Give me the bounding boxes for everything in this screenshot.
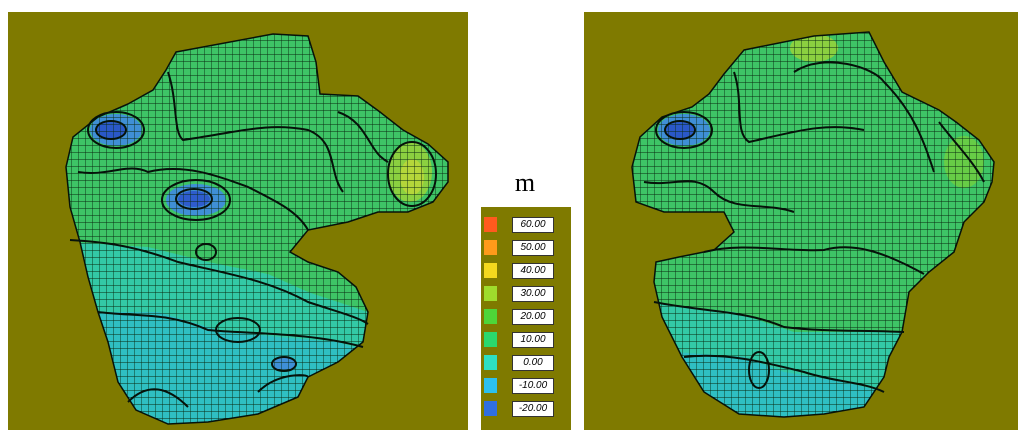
color-legend: 60.00 50.00 40.00 30.00 20.00 10.00 0.00 -10.00… bbox=[481, 207, 571, 430]
legend-label: 20.00 bbox=[512, 309, 554, 325]
legend-unit: m bbox=[514, 168, 536, 197]
legend-label: 0.00 bbox=[512, 355, 554, 371]
legend-swatch bbox=[484, 263, 497, 278]
legend-label: 40.00 bbox=[512, 263, 554, 279]
legend-label: 50.00 bbox=[512, 240, 554, 256]
legend-swatch bbox=[484, 401, 497, 416]
legend-swatch bbox=[484, 286, 497, 301]
legend-label: 30.00 bbox=[512, 286, 554, 302]
legend-swatch bbox=[484, 309, 497, 324]
legend-label: -20.00 bbox=[512, 401, 554, 417]
legend-label: 60.00 bbox=[512, 217, 554, 233]
legend-swatch bbox=[484, 217, 497, 232]
legend-label: -10.00 bbox=[512, 378, 554, 394]
legend-label: 10.00 bbox=[512, 332, 554, 348]
right-map-panel bbox=[584, 12, 1018, 430]
legend-swatch bbox=[484, 378, 497, 393]
left-contour-map bbox=[65, 33, 449, 425]
right-contour-map bbox=[631, 31, 995, 418]
legend-swatch bbox=[484, 332, 497, 347]
left-map-panel bbox=[8, 12, 468, 430]
legend-swatch bbox=[484, 240, 497, 255]
legend-swatch bbox=[484, 355, 497, 370]
